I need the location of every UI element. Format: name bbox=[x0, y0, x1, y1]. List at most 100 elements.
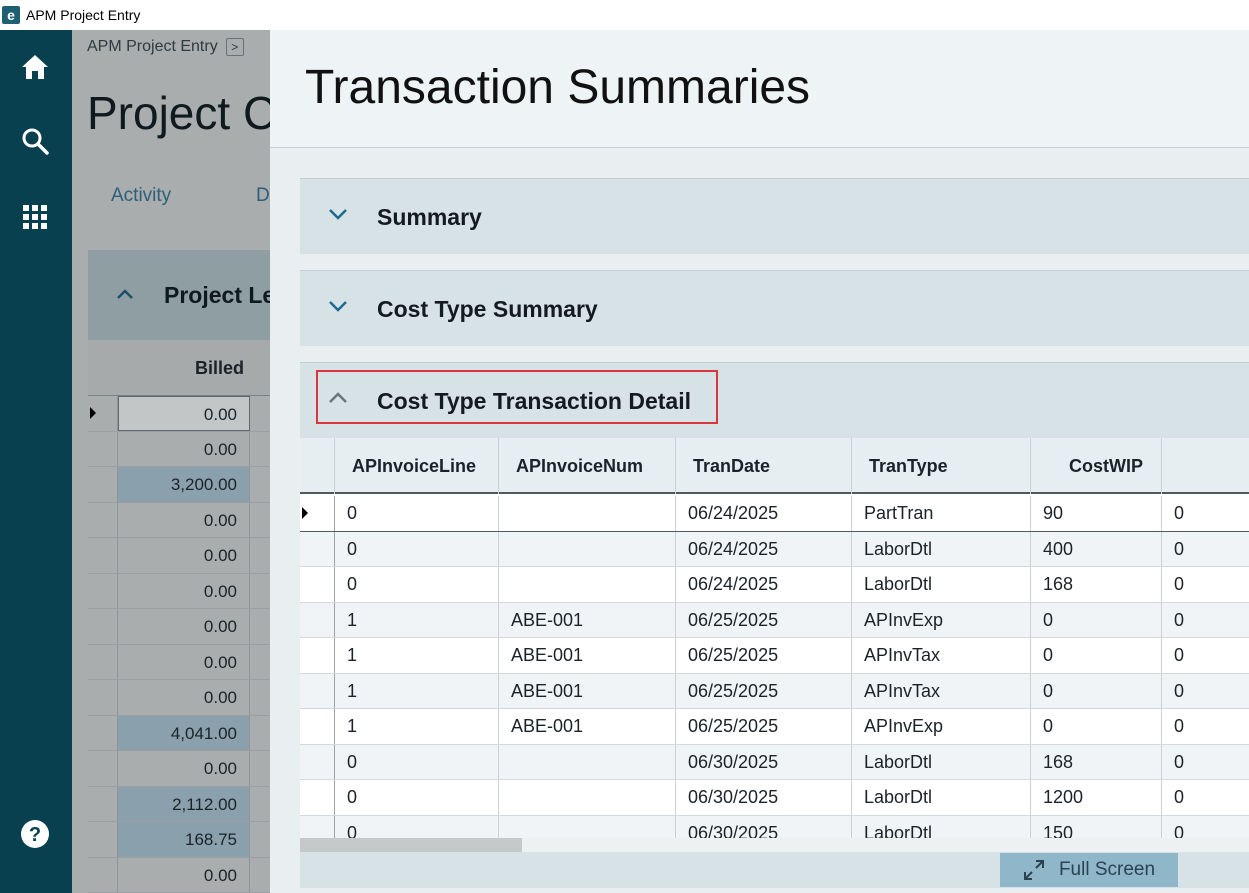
cell-costwip[interactable]: 1200 bbox=[1031, 780, 1162, 815]
cell-trantype[interactable]: PartTran bbox=[852, 496, 1031, 531]
billed-cell[interactable]: 0.00 bbox=[118, 573, 250, 608]
cell-apinvoiceline[interactable]: 0 bbox=[335, 780, 499, 815]
cell-trandate[interactable]: 06/25/2025 bbox=[676, 602, 852, 637]
cell-trantype[interactable]: LaborDtl bbox=[852, 744, 1031, 779]
row-selector[interactable] bbox=[88, 857, 118, 892]
row-selector[interactable] bbox=[88, 431, 118, 466]
billed-cell[interactable]: 2,112.00 bbox=[118, 786, 250, 821]
billed-row[interactable]: 168.75 bbox=[88, 822, 270, 858]
cell-r[interactable]: 0 bbox=[1162, 567, 1249, 602]
cell-apinvoicenum[interactable] bbox=[499, 744, 676, 779]
cell-trandate[interactable]: 06/25/2025 bbox=[676, 709, 852, 744]
billed-column-header[interactable]: Billed bbox=[195, 358, 245, 378]
cell-trandate[interactable]: 06/24/2025 bbox=[676, 531, 852, 566]
cell-costwip[interactable]: 168 bbox=[1031, 744, 1162, 779]
cell-trantype[interactable]: LaborDtl bbox=[852, 780, 1031, 815]
cell-r[interactable]: 0 bbox=[1162, 496, 1249, 531]
cell-apinvoicenum[interactable]: ABE-001 bbox=[499, 602, 676, 637]
billed-row[interactable]: 0.00 bbox=[88, 609, 270, 645]
home-icon[interactable] bbox=[20, 52, 50, 82]
cell-trantype[interactable]: APInvExp bbox=[852, 709, 1031, 744]
breadcrumb-label[interactable]: APM Project Entry bbox=[87, 38, 218, 55]
cell-apinvoicenum[interactable] bbox=[499, 531, 676, 566]
row-selector[interactable] bbox=[300, 673, 335, 708]
cell-trandate[interactable]: 06/30/2025 bbox=[676, 815, 852, 838]
cell-apinvoiceline[interactable]: 0 bbox=[335, 744, 499, 779]
cell-trantype[interactable]: APInvTax bbox=[852, 673, 1031, 708]
table-row[interactable]: 0 06/24/2025 LaborDtl 168 0 bbox=[300, 567, 1249, 603]
billed-row[interactable]: 0.00 bbox=[88, 644, 270, 680]
chevron-up-icon[interactable] bbox=[116, 284, 134, 305]
billed-row[interactable]: 2,112.00 bbox=[88, 786, 270, 822]
row-selector[interactable] bbox=[88, 644, 118, 679]
cell-trantype[interactable]: APInvTax bbox=[852, 638, 1031, 673]
billed-row[interactable]: 0.00 bbox=[88, 573, 270, 609]
billed-row[interactable]: 0.00 bbox=[88, 857, 270, 893]
billed-cell[interactable]: 0.00 bbox=[118, 431, 250, 466]
row-selector[interactable] bbox=[88, 538, 118, 573]
tab-de[interactable]: De bbox=[256, 185, 270, 206]
billed-row[interactable]: 0.00 bbox=[88, 431, 270, 467]
billed-row[interactable]: 0.00 bbox=[88, 751, 270, 787]
column-header-apinvoiceline[interactable]: APInvoiceLine bbox=[335, 438, 499, 494]
cell-r[interactable]: 0 bbox=[1162, 674, 1249, 709]
billed-cell[interactable]: 0.00 bbox=[118, 538, 250, 573]
tab-activity[interactable]: Activity bbox=[111, 185, 172, 206]
scrollbar-thumb[interactable] bbox=[300, 838, 522, 852]
cell-apinvoiceline[interactable]: 1 bbox=[335, 638, 499, 673]
cost-type-transaction-detail-section[interactable]: Cost Type Transaction Detail bbox=[300, 362, 1249, 438]
cell-trandate[interactable]: 06/24/2025 bbox=[676, 496, 852, 531]
cell-apinvoiceline[interactable]: 1 bbox=[335, 709, 499, 744]
column-header-apinvoicenum[interactable]: APInvoiceNum bbox=[499, 438, 676, 494]
cell-trantype[interactable]: LaborDtl bbox=[852, 531, 1031, 566]
summary-section[interactable]: Summary bbox=[300, 178, 1249, 254]
cell-apinvoicenum[interactable]: ABE-001 bbox=[499, 709, 676, 744]
search-icon[interactable] bbox=[20, 126, 50, 156]
billed-row[interactable]: 0.00 bbox=[88, 502, 270, 538]
cell-trandate[interactable]: 06/30/2025 bbox=[676, 744, 852, 779]
billed-cell[interactable]: 0.00 bbox=[118, 644, 250, 679]
full-screen-button[interactable]: Full Screen bbox=[1000, 853, 1178, 887]
cell-apinvoicenum[interactable]: ABE-001 bbox=[499, 673, 676, 708]
cell-costwip[interactable]: 0 bbox=[1031, 638, 1162, 673]
billed-row[interactable]: 0.00 bbox=[88, 680, 270, 716]
cell-costwip[interactable]: 0 bbox=[1031, 709, 1162, 744]
cell-r[interactable]: 0 bbox=[1162, 638, 1249, 673]
cell-r[interactable]: 0 bbox=[1162, 603, 1249, 638]
help-icon[interactable]: ? bbox=[20, 819, 50, 849]
cell-apinvoiceline[interactable]: 0 bbox=[335, 815, 499, 838]
row-selector[interactable] bbox=[88, 502, 118, 537]
cell-r[interactable]: 0 bbox=[1162, 816, 1249, 839]
table-row[interactable]: 1 ABE-001 06/25/2025 APInvExp 0 0 bbox=[300, 602, 1249, 638]
cell-costwip[interactable]: 90 bbox=[1031, 496, 1162, 531]
cell-costwip[interactable]: 400 bbox=[1031, 531, 1162, 566]
cell-trandate[interactable]: 06/30/2025 bbox=[676, 780, 852, 815]
table-row[interactable]: 1 ABE-001 06/25/2025 APInvExp 0 0 bbox=[300, 709, 1249, 745]
table-row[interactable]: 1 ABE-001 06/25/2025 APInvTax 0 0 bbox=[300, 638, 1249, 674]
row-selector[interactable] bbox=[300, 815, 335, 838]
row-selector[interactable] bbox=[300, 709, 335, 744]
row-selector[interactable] bbox=[300, 496, 335, 531]
cost-type-summary-title[interactable]: Cost Type Summary bbox=[377, 296, 598, 322]
billed-cell[interactable]: 0.00 bbox=[118, 680, 250, 715]
table-row[interactable]: 0 06/30/2025 LaborDtl 1200 0 bbox=[300, 780, 1249, 816]
horizontal-scrollbar[interactable] bbox=[300, 838, 1249, 852]
cell-r[interactable]: 0 bbox=[1162, 745, 1249, 780]
chevron-up-icon[interactable] bbox=[328, 391, 348, 411]
cell-r[interactable]: 0 bbox=[1162, 532, 1249, 567]
row-selector[interactable] bbox=[88, 822, 118, 857]
summary-section-title[interactable]: Summary bbox=[377, 204, 482, 230]
cell-trantype[interactable]: LaborDtl bbox=[852, 567, 1031, 602]
row-selector[interactable] bbox=[88, 680, 118, 715]
column-header-r[interactable]: R bbox=[1162, 438, 1249, 494]
billed-cell[interactable]: 168.75 bbox=[118, 822, 250, 857]
cell-apinvoiceline[interactable]: 0 bbox=[335, 567, 499, 602]
cell-apinvoicenum[interactable] bbox=[499, 496, 676, 531]
cost-type-summary-section[interactable]: Cost Type Summary bbox=[300, 270, 1249, 346]
row-selector[interactable] bbox=[300, 531, 335, 566]
billed-row[interactable]: 0.00 bbox=[88, 396, 270, 432]
column-header-trandate[interactable]: TranDate bbox=[676, 438, 852, 494]
cell-apinvoicenum[interactable] bbox=[499, 567, 676, 602]
cell-apinvoiceline[interactable]: 1 bbox=[335, 673, 499, 708]
row-selector[interactable] bbox=[300, 602, 335, 637]
